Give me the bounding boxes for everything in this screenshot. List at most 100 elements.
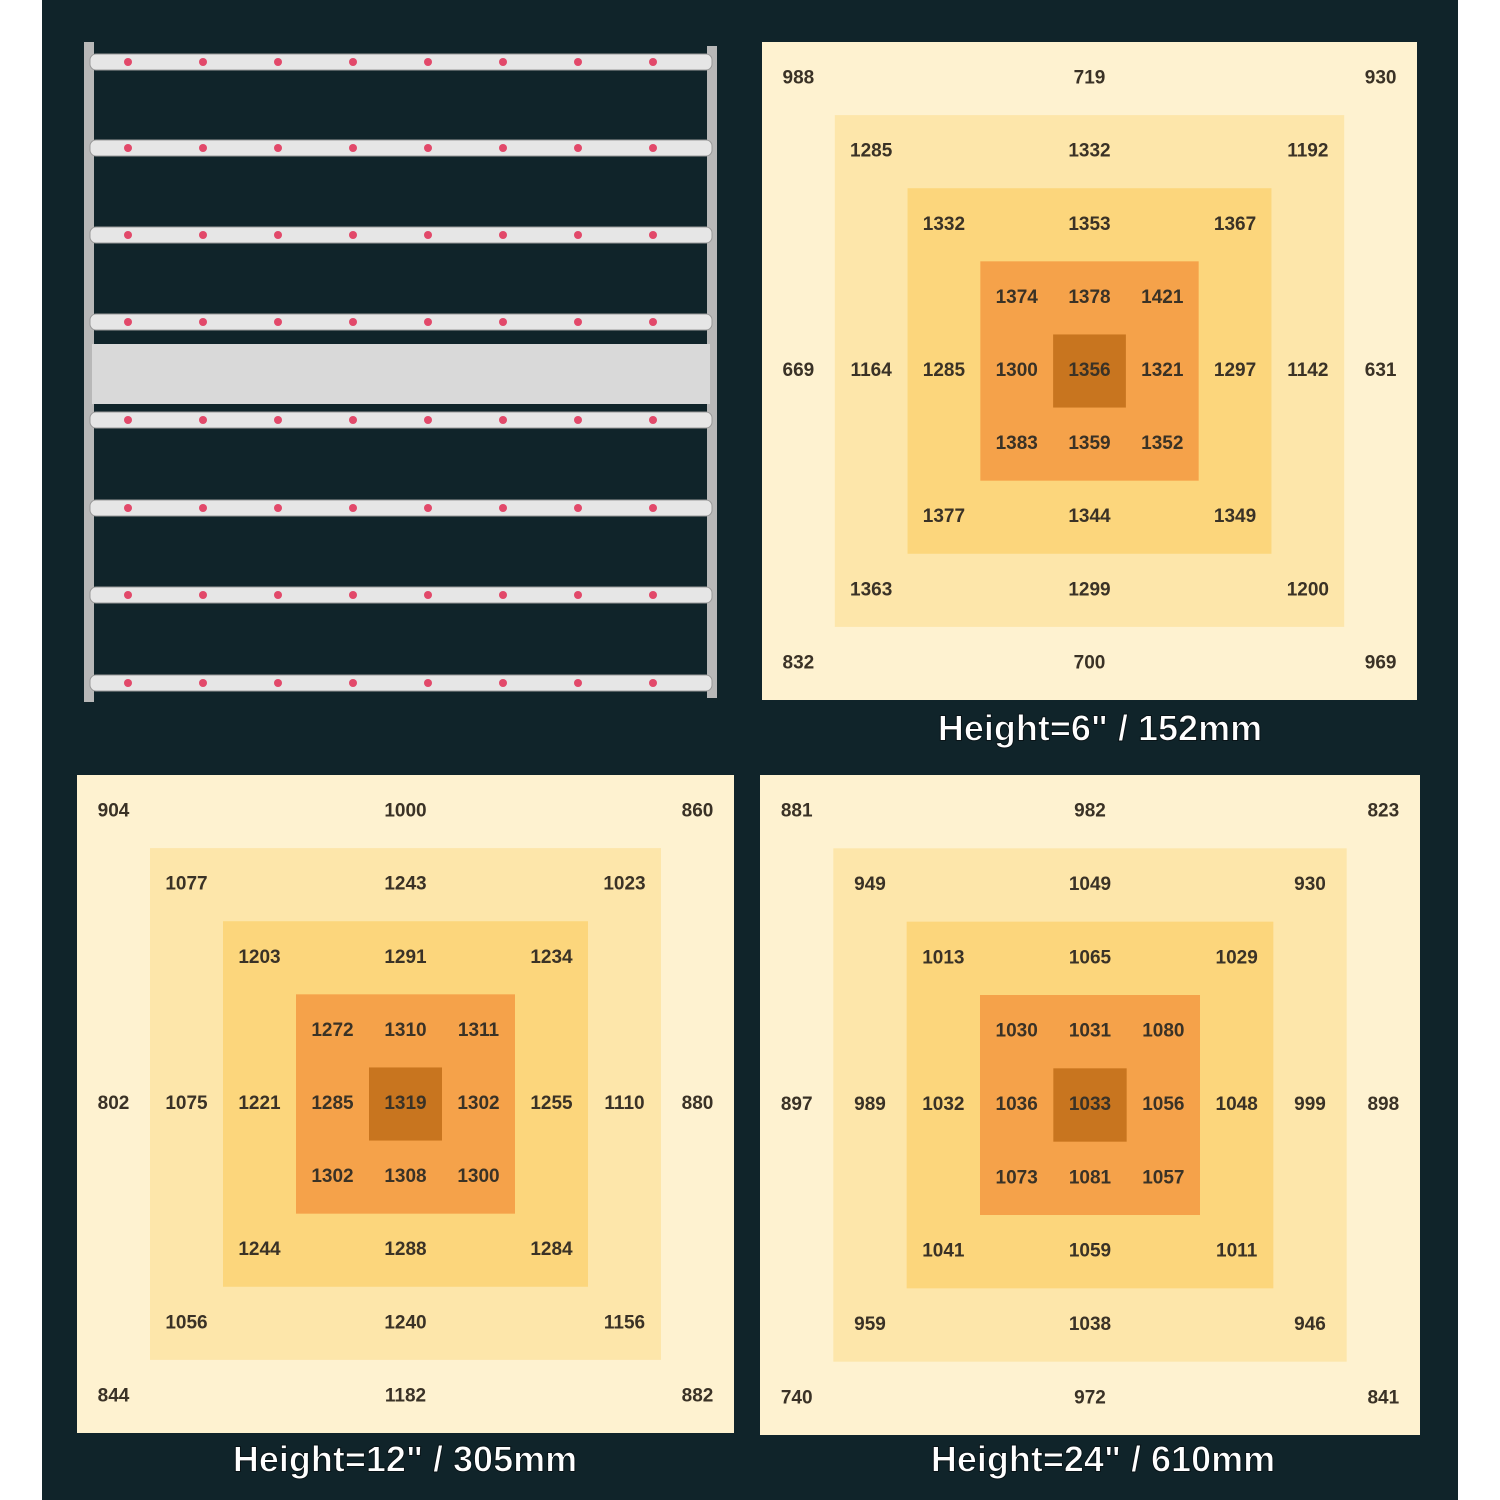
led: [424, 416, 432, 424]
ppfd-value: 1033: [1069, 1094, 1111, 1115]
ppfd-value: 1142: [1287, 360, 1328, 381]
ppfd-value: 1030: [996, 1021, 1038, 1042]
ppfd-value: 1032: [922, 1094, 964, 1115]
frame-rail: [84, 42, 94, 702]
ppfd-value: 989: [854, 1094, 886, 1115]
led: [574, 416, 582, 424]
ppfd-value: 1000: [384, 801, 426, 822]
ppfd-value: 1073: [996, 1167, 1038, 1188]
ring: [1053, 334, 1126, 408]
ppfd-value: 1077: [165, 874, 207, 895]
ppfd-value: 740: [781, 1387, 813, 1408]
led: [124, 416, 132, 424]
led: [574, 504, 582, 512]
ppfd-value: 700: [1074, 652, 1106, 673]
ppfd-value: 1221: [238, 1093, 281, 1114]
ppfd-value: 1056: [1142, 1094, 1184, 1115]
led: [424, 231, 432, 239]
ppfd-value: 1302: [311, 1166, 353, 1187]
led: [424, 504, 432, 512]
led: [124, 504, 132, 512]
led: [124, 144, 132, 152]
led: [349, 679, 357, 687]
led: [649, 591, 657, 599]
led: [199, 318, 207, 326]
led: [124, 231, 132, 239]
ppfd-value: 1363: [850, 579, 892, 600]
map-caption: Height=6" / 152mm: [938, 708, 1262, 749]
ppfd-value: 1383: [996, 433, 1038, 454]
led: [349, 591, 357, 599]
led: [199, 144, 207, 152]
led: [349, 231, 357, 239]
led: [499, 416, 507, 424]
led: [124, 679, 132, 687]
ring: [369, 1067, 442, 1141]
ppfd-value: 802: [98, 1093, 130, 1114]
led: [274, 231, 282, 239]
ppfd-value: 999: [1294, 1094, 1326, 1115]
ppfd-value: 1065: [1069, 947, 1112, 968]
led: [649, 679, 657, 687]
led: [349, 504, 357, 512]
ring: [1053, 1068, 1127, 1142]
ppfd-value: 1048: [1216, 1094, 1258, 1115]
led: [199, 679, 207, 687]
ppfd-value: 823: [1367, 801, 1399, 822]
led-bar: [89, 411, 713, 429]
ppfd-value: 860: [682, 801, 714, 822]
ppfd-value: 1110: [604, 1093, 644, 1114]
led: [649, 58, 657, 66]
ppfd-value: 930: [1365, 68, 1397, 89]
ppfd-value: 1332: [1068, 141, 1110, 162]
ppfd-value: 1352: [1141, 433, 1183, 454]
ppfd-value: 969: [1365, 652, 1397, 673]
led: [424, 591, 432, 599]
map-caption: Height=24" / 610mm: [931, 1439, 1275, 1480]
ppfd-value: 1359: [1068, 433, 1110, 454]
frame-rail: [707, 46, 717, 698]
led: [499, 144, 507, 152]
led: [349, 58, 357, 66]
ppfd-value: 1056: [165, 1312, 207, 1333]
ppfd-value: 1192: [1287, 141, 1328, 162]
ppfd-value: 1255: [530, 1093, 573, 1114]
ppfd-value: 1377: [923, 506, 965, 527]
led: [424, 144, 432, 152]
led: [574, 318, 582, 326]
ppfd-value: 880: [682, 1093, 714, 1114]
ppfd-value: 1013: [922, 947, 964, 968]
ppfd-value: 1421: [1141, 287, 1184, 308]
led-bar: [89, 674, 713, 692]
ppfd-value: 1029: [1216, 947, 1258, 968]
led-bar: [89, 499, 713, 517]
led: [199, 231, 207, 239]
ppfd-value: 949: [854, 874, 886, 895]
led: [424, 679, 432, 687]
ppfd-value: 1057: [1142, 1167, 1184, 1188]
led: [499, 231, 507, 239]
ppfd-value: 669: [783, 360, 815, 381]
ppfd-value: 1285: [311, 1093, 354, 1114]
ppfd-value: 1244: [238, 1239, 281, 1260]
led: [274, 591, 282, 599]
led: [199, 58, 207, 66]
ppfd-value: 832: [783, 652, 815, 673]
ppfd-value: 1240: [384, 1312, 426, 1333]
ppfd-value: 1080: [1142, 1021, 1184, 1042]
ppfd-value: 1367: [1214, 214, 1256, 235]
ppfd-value: 982: [1074, 801, 1106, 822]
ppfd-value: 631: [1365, 360, 1397, 381]
ppfd-value: 1243: [384, 874, 426, 895]
ppfd-value: 1288: [384, 1239, 426, 1260]
ppfd-value: 1200: [1287, 579, 1329, 600]
ppfd-value: 841: [1367, 1387, 1399, 1408]
ppfd-value: 1234: [530, 947, 573, 968]
ppfd-value: 1038: [1069, 1314, 1111, 1335]
led: [499, 58, 507, 66]
ppfd-value: 1300: [996, 360, 1038, 381]
led: [499, 679, 507, 687]
ppfd-value: 1353: [1068, 214, 1110, 235]
led-bar: [89, 139, 713, 157]
ppfd-value: 881: [781, 801, 813, 822]
